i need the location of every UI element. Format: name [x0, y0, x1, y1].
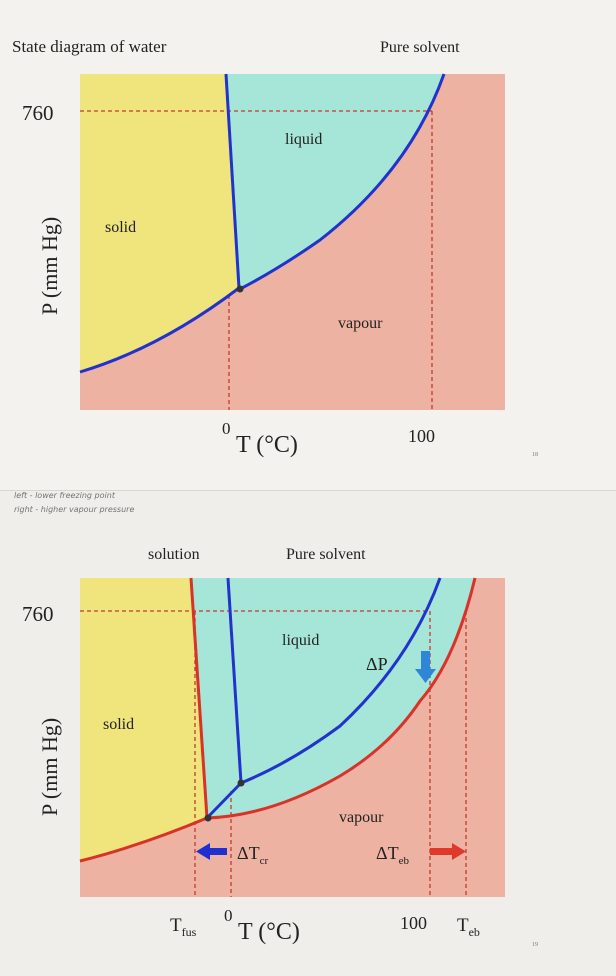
pure-boiling-curve: [240, 577, 442, 785]
x-axis-label: T (°C): [236, 432, 298, 458]
y-axis-label: P (mm Hg): [37, 718, 62, 816]
pure-melting-curve: [226, 577, 243, 784]
x-axis-label: T (°C): [238, 919, 300, 945]
handwritten-note-left: left - lower freezing point: [14, 491, 115, 500]
melting-curve: [224, 73, 241, 289]
solid-label: solid: [103, 716, 134, 733]
liquid-label: liquid: [282, 632, 319, 649]
boiling-curve: [241, 73, 446, 290]
solid-region: [80, 578, 207, 861]
tick-teb-label: Teb: [457, 915, 480, 939]
tick-0-label: 0: [222, 419, 231, 438]
y-axis-label: P (mm Hg): [37, 217, 62, 315]
tick-100-label: 100: [408, 426, 435, 446]
solution-boiling-curve: [206, 577, 477, 820]
page-number: 18: [532, 452, 538, 458]
vapour-label: vapour: [338, 315, 383, 332]
p760-tick-label: 760: [22, 602, 54, 626]
vapour-label: vapour: [339, 809, 384, 826]
solution-triple-point: [204, 814, 212, 822]
solution-sublimation-curve: [79, 816, 208, 863]
triple-point: [236, 285, 244, 293]
phase-diagram-solution: solution Pure solvent 760 P (mm Hg) soli…: [22, 546, 538, 948]
delta-teb-label: ΔTeb: [376, 843, 409, 867]
pure-triple-point: [237, 779, 245, 787]
p760-tick-label: 760: [22, 101, 54, 125]
pure-sublimation-curve: [205, 781, 243, 820]
phase-diagram-pure: State diagram of water Pure solvent 760 …: [12, 37, 538, 458]
delta-p-arrow: [415, 651, 436, 683]
sublimation-curve: [79, 286, 240, 374]
liquid-label: liquid: [285, 131, 322, 148]
delta-teb-arrow: [430, 843, 466, 860]
handwritten-note-right: right - higher vapour pressure: [14, 505, 135, 514]
solid-label: solid: [105, 219, 136, 236]
delta-p-label: ΔP: [366, 654, 388, 674]
legend-solution: solution: [148, 546, 200, 563]
tick-tfus-label: Tfus: [170, 915, 197, 939]
slide-pure-solvent: State diagram of water Pure solvent 760 …: [12, 37, 538, 458]
liquid-region: [191, 578, 475, 818]
liquid-region: [226, 74, 444, 288]
slide-solution-vs-pure: left - lower freezing point right - high…: [0, 490, 616, 976]
legend-pure-solvent: Pure solvent: [286, 546, 366, 563]
delta-tcr-arrow: [196, 843, 227, 860]
tick-0-label: 0: [224, 906, 233, 925]
solid-region: [80, 74, 239, 372]
slide-title: State diagram of water: [12, 37, 167, 56]
delta-tcr-label: ΔTcr: [237, 843, 268, 867]
solution-melting-curve: [189, 577, 209, 819]
tick-100-label: 100: [400, 913, 427, 933]
legend-pure-solvent: Pure solvent: [380, 39, 460, 56]
page-number: 19: [532, 942, 538, 948]
